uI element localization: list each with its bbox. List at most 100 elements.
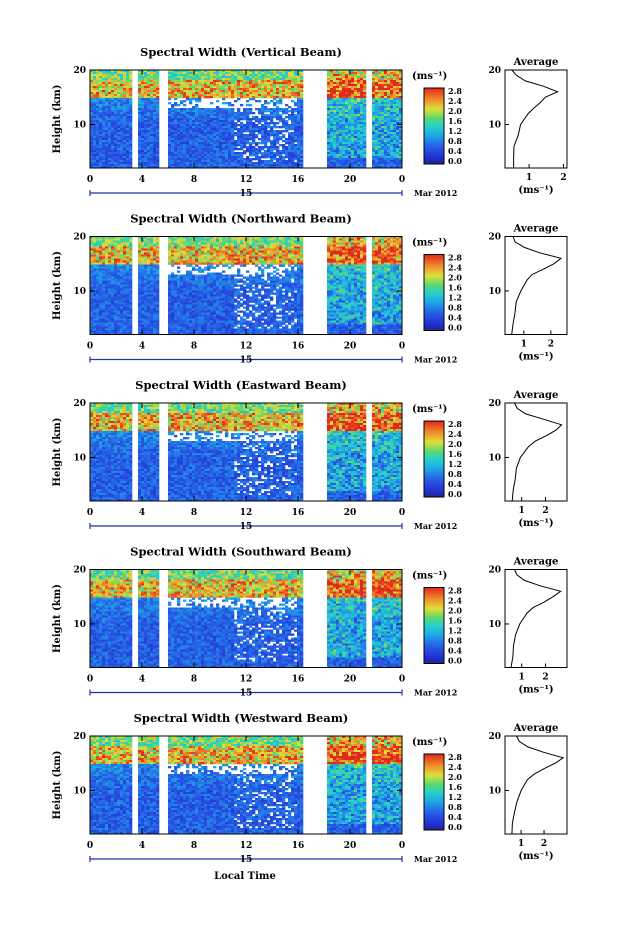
heatmap-cell (243, 108, 247, 111)
heatmap-cell (90, 114, 94, 117)
heatmap-cell (183, 92, 187, 95)
heatmap-cell (375, 90, 379, 93)
heatmap-cell (363, 88, 367, 91)
heatmap-cell (390, 84, 394, 87)
heatmap-cell (273, 82, 277, 85)
heatmap-cell (90, 140, 94, 143)
heatmap-cell (147, 94, 151, 97)
heatmap-cell (297, 92, 301, 95)
heatmap-cell (150, 154, 154, 157)
heatmap-cell (300, 82, 304, 85)
heatmap-cell (231, 90, 235, 93)
heatmap-cell (354, 128, 358, 131)
heatmap-cell (174, 124, 178, 127)
heatmap-cell (327, 110, 331, 113)
heatmap-cell (138, 316, 142, 319)
heatmap-cell (267, 122, 271, 125)
heatmap-cell (117, 76, 121, 79)
heatmap-cell (261, 112, 265, 115)
heatmap-cell (228, 132, 232, 135)
heatmap-cell (225, 76, 229, 79)
heatmap-cell (144, 72, 148, 75)
heatmap-cell (387, 164, 391, 167)
heatmap-cell (108, 128, 112, 131)
heatmap-cell (180, 86, 184, 89)
heatmap-cell (183, 86, 187, 89)
heatmap-cell (174, 154, 178, 157)
heatmap-cell (153, 150, 157, 153)
heatmap-cell (141, 92, 145, 95)
heatmap-cell (378, 92, 382, 95)
heatmap-cell (291, 134, 295, 137)
heatmap-cell (150, 108, 154, 111)
heatmap-cell (255, 164, 259, 167)
heatmap-cell (279, 88, 283, 91)
heatmap-cell (108, 284, 112, 287)
heatmap-cell (105, 152, 109, 155)
heatmap-cell (360, 94, 364, 97)
heatmap-cell (117, 158, 121, 161)
heatmap-cell (93, 92, 97, 95)
heatmap-cell (141, 90, 145, 93)
heatmap-cell (126, 316, 130, 319)
heatmap-cell (96, 140, 100, 143)
heatmap-cell (129, 330, 133, 333)
heatmap-cell (141, 128, 145, 131)
heatmap-cell (198, 138, 202, 141)
heatmap-cell (360, 144, 364, 147)
heatmap-cell (270, 128, 274, 131)
heatmap-cell (327, 102, 331, 105)
heatmap-cell (90, 166, 94, 168)
heatmap-cell (249, 70, 253, 73)
heatmap-cell (282, 96, 286, 99)
heatmap-cell (399, 80, 402, 83)
heatmap-cell (243, 150, 247, 153)
heatmap-cell (99, 80, 103, 83)
heatmap-cell (399, 84, 402, 87)
heatmap-cell (384, 144, 388, 147)
heatmap-cell (231, 114, 235, 117)
heatmap-cell (207, 160, 211, 163)
heatmap-cell (120, 152, 124, 155)
heatmap-cell (138, 324, 142, 327)
heatmap-cell (126, 304, 130, 307)
heatmap-cell (213, 134, 217, 137)
heatmap-cell (264, 138, 268, 141)
heatmap-cell (258, 118, 262, 121)
y-tick-label: 20 (73, 66, 86, 76)
heatmap-cell (219, 92, 223, 95)
heatmap-cell (210, 134, 214, 137)
heatmap-cell (141, 272, 145, 275)
heatmap-cell (93, 258, 97, 261)
heatmap-cell (123, 86, 127, 89)
heatmap-cell (108, 156, 112, 159)
heatmap-cell (294, 146, 298, 149)
heatmap-cell (261, 166, 265, 168)
heatmap-cell (225, 102, 229, 105)
heatmap-cell (114, 102, 118, 105)
heatmap-cell (123, 268, 127, 271)
heatmap-cell (288, 80, 292, 83)
heatmap-cell (114, 166, 118, 168)
heatmap-cell (294, 80, 298, 83)
heatmap-cell (120, 128, 124, 131)
heatmap-cell (90, 240, 94, 243)
heatmap-cell (123, 296, 127, 299)
heatmap-cell (270, 80, 274, 83)
heatmap-cell (345, 156, 349, 159)
heatmap-cell (183, 74, 187, 77)
heatmap-cell (234, 154, 238, 157)
heatmap-cell (225, 136, 229, 139)
heatmap-cell (117, 304, 121, 307)
heatmap-cell (138, 144, 142, 147)
heatmap-cell (360, 104, 364, 107)
average-line (511, 69, 559, 168)
heatmap-cell (210, 154, 214, 157)
heatmap-cell (108, 154, 112, 157)
heatmap-cell (360, 130, 364, 133)
heatmap-cell (204, 70, 208, 73)
heatmap-cell (336, 132, 340, 135)
heatmap-cell (126, 238, 130, 241)
heatmap-cell (336, 72, 340, 75)
heatmap-cell (231, 126, 235, 129)
